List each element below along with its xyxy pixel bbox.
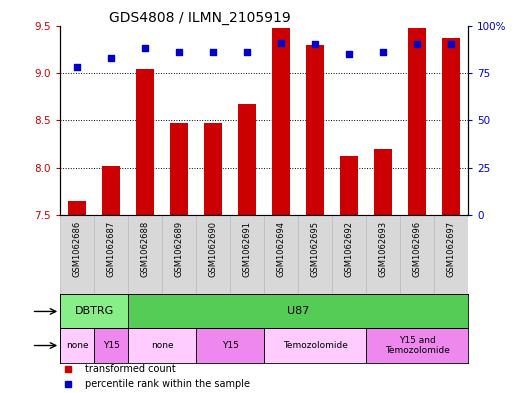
Text: Temozolomide: Temozolomide xyxy=(282,341,348,350)
Text: GSM1062697: GSM1062697 xyxy=(447,221,456,277)
Text: percentile rank within the sample: percentile rank within the sample xyxy=(85,379,249,389)
Point xyxy=(73,64,82,70)
Point xyxy=(311,41,320,48)
Bar xyxy=(170,123,188,215)
Bar xyxy=(408,28,426,215)
Bar xyxy=(332,215,366,294)
Bar xyxy=(400,215,434,294)
Bar xyxy=(94,215,128,294)
Bar xyxy=(136,69,154,215)
Bar xyxy=(60,294,128,329)
Text: GSM1062696: GSM1062696 xyxy=(413,221,422,277)
Bar xyxy=(340,156,358,215)
Bar xyxy=(102,166,120,215)
Bar xyxy=(204,123,222,215)
Text: none: none xyxy=(151,341,174,350)
Point xyxy=(277,39,286,46)
Text: GDS4808 / ILMN_2105919: GDS4808 / ILMN_2105919 xyxy=(109,11,291,24)
Bar xyxy=(68,201,86,215)
Text: transformed count: transformed count xyxy=(85,364,175,374)
Text: GSM1062692: GSM1062692 xyxy=(345,221,354,277)
Text: DBTRG: DBTRG xyxy=(74,307,114,316)
Bar xyxy=(238,104,256,215)
Bar xyxy=(230,215,264,294)
Bar xyxy=(94,329,128,363)
Point xyxy=(447,41,456,48)
Bar xyxy=(366,215,400,294)
Point xyxy=(209,49,218,55)
Bar xyxy=(434,215,468,294)
Point xyxy=(243,49,252,55)
Bar xyxy=(196,215,230,294)
Text: Y15: Y15 xyxy=(103,341,120,350)
Bar xyxy=(272,28,290,215)
Bar xyxy=(366,329,468,363)
Bar xyxy=(374,149,392,215)
Text: Y15 and
Temozolomide: Y15 and Temozolomide xyxy=(384,336,450,355)
Bar xyxy=(128,215,162,294)
Text: GSM1062695: GSM1062695 xyxy=(311,221,320,277)
Bar xyxy=(60,215,94,294)
Bar xyxy=(264,329,366,363)
Text: U87: U87 xyxy=(287,307,309,316)
Bar xyxy=(128,294,468,329)
Text: GSM1062690: GSM1062690 xyxy=(209,221,218,277)
Bar xyxy=(264,215,298,294)
Text: Y15: Y15 xyxy=(222,341,238,350)
Bar xyxy=(60,329,94,363)
Text: GSM1062688: GSM1062688 xyxy=(141,221,150,277)
Text: GSM1062691: GSM1062691 xyxy=(243,221,252,277)
Bar xyxy=(196,329,264,363)
Bar xyxy=(128,329,196,363)
Point xyxy=(379,49,388,55)
Text: GSM1062687: GSM1062687 xyxy=(107,221,116,277)
Point xyxy=(413,41,422,48)
Point xyxy=(345,51,354,57)
Text: GSM1062689: GSM1062689 xyxy=(175,221,184,277)
Bar xyxy=(442,38,460,215)
Text: GSM1062686: GSM1062686 xyxy=(73,221,82,277)
Text: GSM1062693: GSM1062693 xyxy=(379,221,388,277)
Text: GSM1062694: GSM1062694 xyxy=(277,221,286,277)
Point xyxy=(141,45,150,51)
Bar xyxy=(306,46,324,215)
Point xyxy=(175,49,184,55)
Bar xyxy=(298,215,332,294)
Bar xyxy=(162,215,196,294)
Point xyxy=(107,55,116,61)
Text: none: none xyxy=(66,341,88,350)
